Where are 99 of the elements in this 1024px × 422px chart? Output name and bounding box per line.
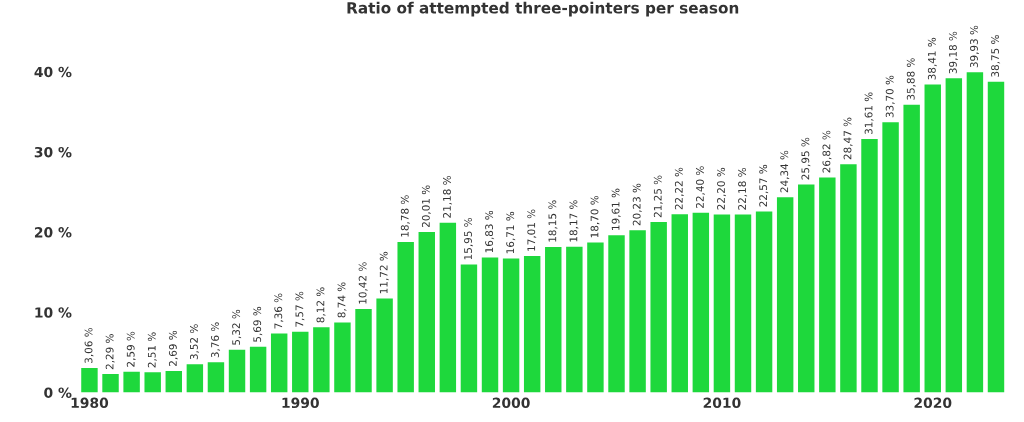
data-label: 10,42 % (358, 262, 368, 304)
bar (249, 346, 267, 393)
data-label: 24,34 % (780, 150, 790, 193)
data-label: 3,76 % (211, 322, 221, 358)
data-label: 5,69 % (253, 306, 263, 342)
data-label: 8,12 % (316, 287, 326, 323)
data-label: 38,41 % (927, 37, 937, 80)
bar (713, 214, 731, 393)
x-tick-label: 2000 (492, 397, 530, 409)
data-label: 18,70 % (590, 195, 600, 238)
data-label: 7,36 % (274, 293, 284, 329)
bar (376, 298, 393, 393)
bar (460, 264, 478, 393)
bar (523, 256, 541, 393)
bar (671, 214, 688, 393)
data-label: 18,15 % (548, 200, 558, 242)
y-tick-label: 40 % (34, 66, 72, 78)
data-label: 31,61 % (864, 92, 874, 135)
x-tick-label: 1980 (71, 397, 109, 409)
y-tick-label: 30 % (34, 146, 72, 158)
data-label: 35,88 % (906, 58, 916, 100)
bar (418, 232, 435, 393)
data-label: 17,01 % (527, 209, 537, 251)
data-label: 11,72 % (379, 251, 389, 294)
bar (439, 222, 457, 393)
data-label: 22,20 % (717, 167, 727, 210)
y-tick-label: 0 % (44, 387, 72, 398)
data-label: 20,01 % (421, 185, 431, 228)
x-tick-label: 2010 (703, 397, 741, 409)
bar (945, 78, 963, 393)
bar (734, 214, 752, 393)
bar (650, 222, 667, 393)
data-label: 18,78 % (400, 195, 410, 237)
y-tick-label: 20 % (34, 227, 72, 238)
bar (123, 371, 140, 393)
data-label: 38,75 % (991, 35, 1001, 77)
bar (987, 81, 1005, 393)
bar (608, 235, 625, 393)
bar (334, 322, 351, 393)
data-label: 2,59 % (126, 331, 136, 367)
bar (755, 211, 773, 393)
data-label: 22,40 % (695, 166, 705, 208)
bar (776, 197, 794, 393)
bar (207, 362, 225, 393)
data-label: 33,70 % (885, 75, 895, 118)
data-label: 20,23 % (632, 183, 642, 226)
data-label: 26,82 % (822, 130, 832, 173)
data-label: 22,22 % (674, 167, 684, 210)
x-tick-label: 2020 (914, 397, 952, 409)
data-label: 3,52 % (190, 324, 199, 360)
bar (270, 333, 288, 393)
data-label: 2,29 % (105, 334, 115, 370)
bar (481, 257, 499, 393)
data-label: 18,17 % (569, 200, 579, 242)
data-label: 28,47 % (843, 117, 853, 160)
bar (81, 367, 98, 393)
data-label: 2,51 % (147, 332, 157, 368)
data-label: 22,18 % (738, 168, 748, 210)
bar (629, 230, 646, 393)
bar (355, 308, 372, 393)
bar (165, 370, 182, 393)
bar (587, 242, 604, 393)
data-label: 39,93 % (970, 25, 979, 68)
data-label: 8,74 % (337, 282, 347, 318)
bar (186, 364, 204, 393)
bar (924, 84, 941, 393)
data-label: 19,61 % (611, 188, 621, 230)
data-label: 22,57 % (759, 164, 769, 207)
bar (882, 122, 899, 393)
bar (798, 184, 815, 393)
data-label: 16,83 % (485, 210, 495, 253)
bar (313, 327, 330, 393)
data-label: 25,95 % (801, 137, 811, 180)
bar (840, 164, 857, 393)
bar (566, 246, 583, 393)
bar (861, 139, 878, 393)
data-label: 5,32 % (232, 309, 242, 345)
data-label: 2,69 % (168, 330, 178, 366)
bar (228, 349, 246, 393)
bar (966, 72, 984, 393)
data-label: 7,57 % (295, 291, 305, 327)
bar (102, 374, 119, 393)
bar (397, 241, 414, 393)
data-label: 21,25 % (653, 175, 663, 218)
bar (903, 104, 920, 393)
y-tick-label: 10 % (35, 307, 72, 318)
x-tick-label: 1990 (282, 397, 319, 409)
data-label: 15,95 % (464, 217, 474, 260)
bar (819, 177, 836, 393)
bar (292, 331, 309, 393)
bar (144, 372, 161, 393)
bar (502, 258, 520, 393)
chart-title: Ratio of attempted three-pointers per season (347, 1, 739, 17)
data-label: 16,71 % (506, 211, 516, 254)
bar (692, 212, 710, 393)
data-label: 21,18 % (442, 176, 452, 218)
bar (545, 246, 562, 393)
data-label: 39,18 % (948, 31, 958, 74)
data-label: 3,06 % (84, 327, 94, 363)
